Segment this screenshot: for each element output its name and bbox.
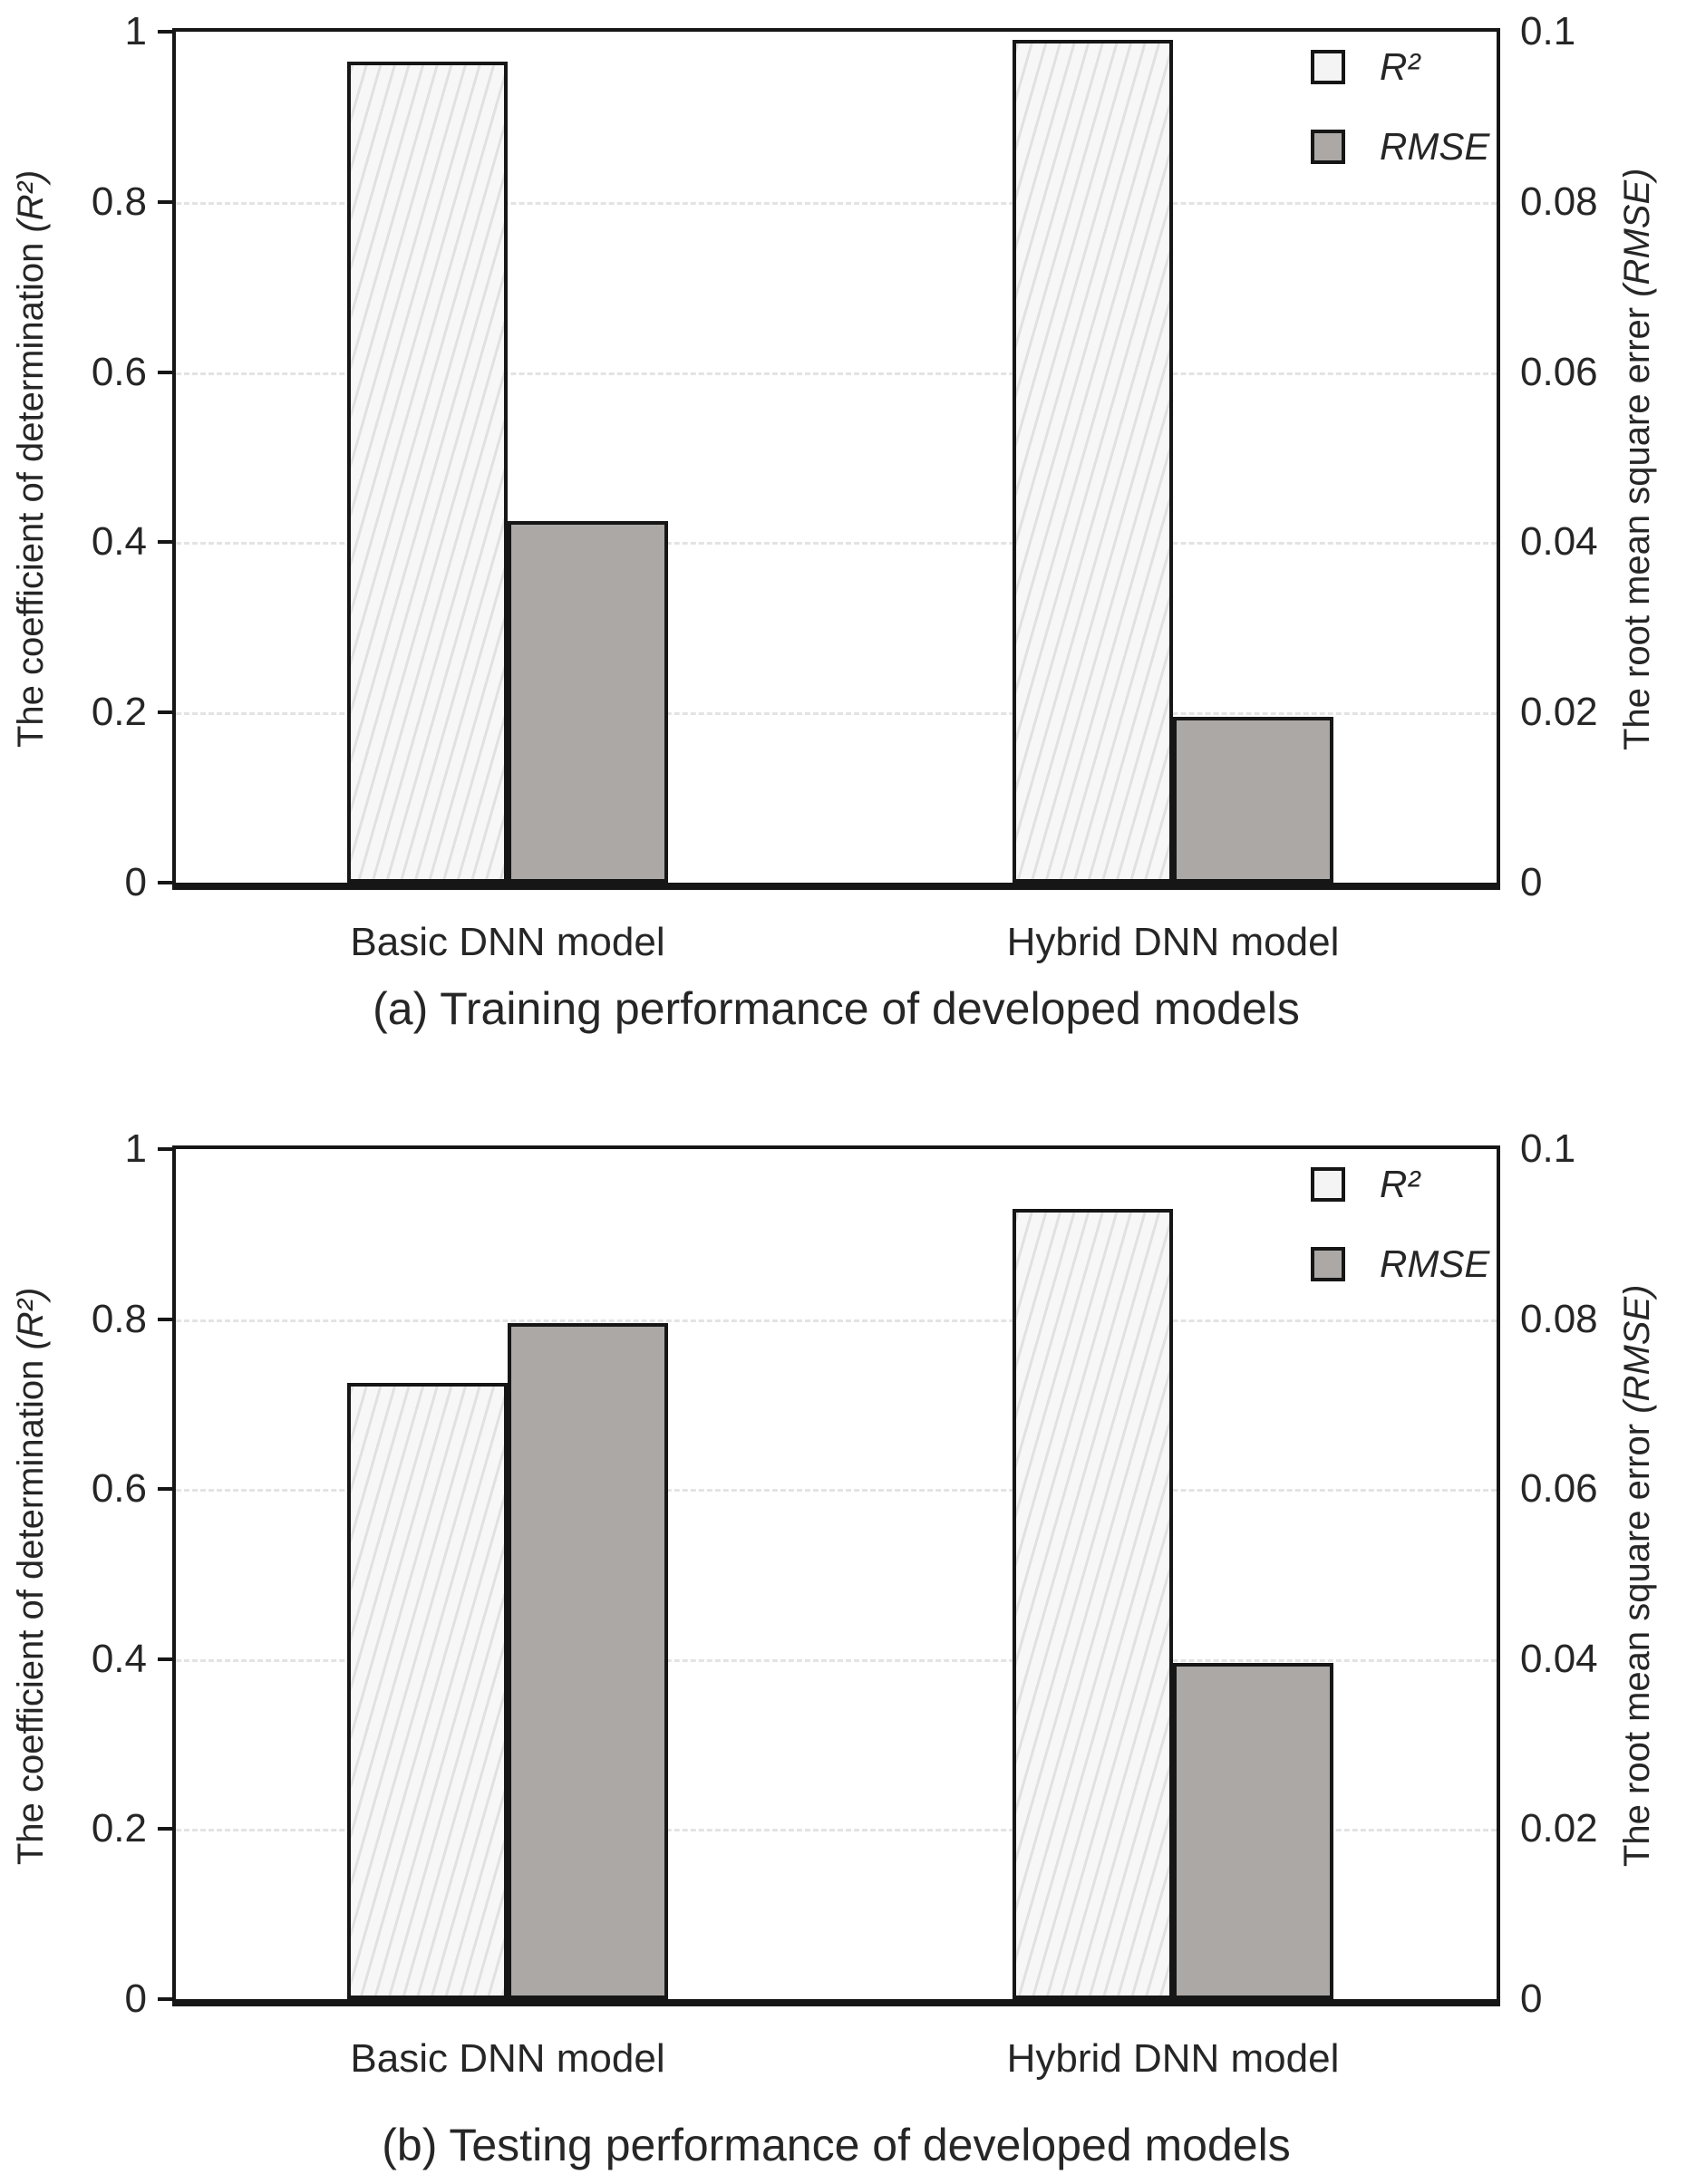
right-tick-label: 0.1 [1520,1126,1576,1171]
gridline [176,712,1497,715]
right-tick-label: 0.02 [1520,690,1598,734]
left-tick-mark [158,540,172,544]
legend-swatch-rmse-icon [1311,130,1345,164]
right-tick-label: 0.04 [1520,519,1598,564]
right-tick-label: 0.06 [1520,1466,1598,1511]
legend-swatch-r2-icon [1311,1167,1345,1202]
left-tick-label: 0 [124,1976,147,2021]
bar-r2-hybrid-dnn [1013,40,1173,883]
legend-item-rmse: RMSE [1311,128,1489,166]
gridline [176,1319,1497,1322]
left-tick-mark [158,200,172,204]
gridline [176,1829,1497,1831]
left-tick-mark [158,1997,172,2001]
category-label-basic-dnn: Basic DNN model [350,920,665,964]
right-tick-label: 0 [1520,860,1543,904]
legend: R² RMSE [1311,48,1489,166]
bar-r2-basic-dnn [347,62,508,883]
plot-area: R² RMSE [172,28,1500,890]
bar-rmse-basic-dnn [508,521,668,883]
bar-r2-hybrid-dnn [1013,1209,1173,1999]
legend-item-r2: R² [1311,1165,1489,1203]
left-tick-mark [158,30,172,34]
bar-rmse-hybrid-dnn [1173,717,1333,883]
left-tick-mark [158,1827,172,1831]
legend-swatch-rmse-icon [1311,1247,1345,1281]
category-label-hybrid-dnn: Hybrid DNN model [1006,920,1340,964]
legend-label-rmse: RMSE [1380,125,1490,168]
gridline [176,372,1497,375]
right-tick-label: 0.1 [1520,9,1576,53]
gridline [176,542,1497,545]
left-tick-label: 0.2 [91,690,147,734]
left-tick-label: 0.8 [91,179,147,224]
left-tick-mark [158,1318,172,1321]
left-axis-title: The coefficient of determination (R²) [11,1145,51,2006]
legend-label-rmse: RMSE [1380,1242,1490,1285]
bar-rmse-basic-dnn [508,1323,668,1999]
left-tick-label: 0.6 [91,350,147,394]
right-tick-label: 0.08 [1520,1297,1598,1341]
chart-caption: (b) Testing performance of developed mod… [382,2120,1291,2170]
right-tick-label: 0 [1520,1976,1543,2021]
legend-swatch-r2-icon [1311,50,1345,84]
gridline [176,1489,1497,1492]
left-tick-mark [158,1657,172,1661]
legend-label-r2: R² [1380,45,1420,88]
left-tick-label: 0.6 [91,1466,147,1511]
legend: R² RMSE [1311,1165,1489,1283]
left-tick-mark [158,710,172,714]
gridline [176,202,1497,205]
legend-item-r2: R² [1311,48,1489,86]
left-tick-label: 1 [124,9,147,53]
right-tick-label: 0.02 [1520,1806,1598,1851]
chart-caption: (a) Training performance of developed mo… [373,983,1300,1034]
gridline [176,1659,1497,1662]
left-tick-mark [158,881,172,884]
category-label-hybrid-dnn: Hybrid DNN model [1006,2036,1340,2081]
left-axis-title-text: The coefficient of determination [11,1349,51,1865]
plot-area: R² RMSE [172,1145,1500,2006]
right-tick-label: 0.04 [1520,1637,1598,1681]
category-label-basic-dnn: Basic DNN model [350,2036,665,2081]
left-tick-mark [158,371,172,374]
left-tick-label: 0.4 [91,1637,147,1681]
left-tick-label: 0 [124,860,147,904]
legend-label-r2: R² [1380,1163,1420,1205]
left-tick-mark [158,1147,172,1151]
left-tick-label: 1 [124,1126,147,1171]
right-tick-label: 0.06 [1520,350,1598,394]
left-tick-label: 0.8 [91,1297,147,1341]
bar-r2-basic-dnn [347,1383,508,1999]
left-tick-label: 0.2 [91,1806,147,1851]
left-tick-label: 0.4 [91,519,147,564]
legend-item-rmse: RMSE [1311,1245,1489,1283]
right-axis-title: The root mean square error (RMSE) [1617,1145,1657,2006]
bar-rmse-hybrid-dnn [1173,1663,1333,1999]
left-tick-mark [158,1487,172,1491]
right-tick-label: 0.08 [1520,179,1598,224]
